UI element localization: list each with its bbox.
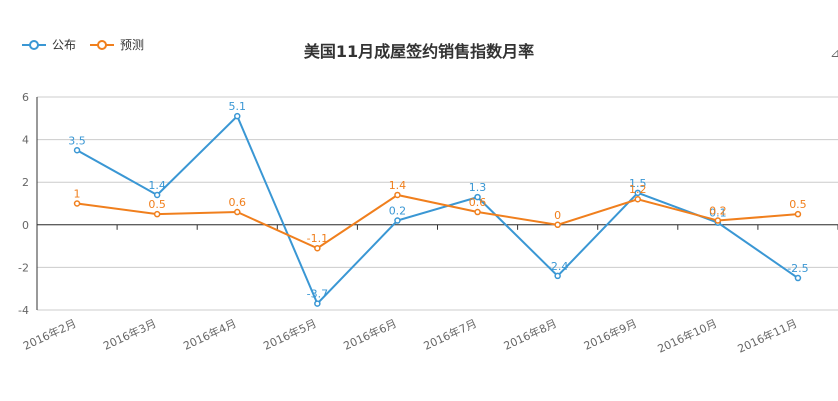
data-label-1: -1.1 xyxy=(307,232,328,245)
data-point-1 xyxy=(554,221,561,229)
data-point-1 xyxy=(394,191,401,199)
x-tick-label: 2016年8月 xyxy=(501,316,559,353)
legend-label-forecast: 预测 xyxy=(120,38,145,52)
series-line-1 xyxy=(76,193,799,250)
data-label-0: 3.5 xyxy=(68,134,86,147)
x-tick-label: 2016年5月 xyxy=(261,316,319,353)
data-label-0: -2.5 xyxy=(787,262,808,275)
y-tick-label: -2 xyxy=(18,261,29,274)
data-label-0: 1.4 xyxy=(148,179,166,192)
data-point-1 xyxy=(153,210,161,218)
data-label-1: 0.2 xyxy=(709,205,727,218)
legend-item-forecast[interactable]: 预测 xyxy=(90,36,144,53)
data-label-0: 0.1 xyxy=(709,207,727,220)
toolbox-icon[interactable]: ⊿ xyxy=(830,46,838,60)
data-point-0 xyxy=(314,300,321,307)
data-label-0: 5.1 xyxy=(229,100,247,113)
y-tick-label: 2 xyxy=(22,176,29,189)
legend-item-published[interactable]: 公布 xyxy=(22,36,76,53)
x-tick-label: 2016年11月 xyxy=(735,316,799,356)
x-tick-label: 2016年9月 xyxy=(581,316,639,353)
data-point-1 xyxy=(73,200,81,207)
x-tick-label: 2016年4月 xyxy=(181,316,239,353)
y-tick-label: 6 xyxy=(22,91,29,104)
legend-line-icon-forecast xyxy=(90,39,115,50)
data-label-0: -2.4 xyxy=(547,260,568,273)
data-point-1 xyxy=(794,210,802,218)
x-tick-label: 2016年10月 xyxy=(655,316,719,356)
legend-line-icon-published xyxy=(22,39,46,50)
data-label-0: 0.2 xyxy=(389,205,407,218)
legend-label-published: 公布 xyxy=(52,38,77,52)
x-tick-label: 2016年7月 xyxy=(421,316,479,353)
data-point-1 xyxy=(474,208,481,216)
data-point-0 xyxy=(474,193,481,201)
y-tick-label: 0 xyxy=(22,219,29,232)
chart-title: 美国11月成屋签约销售指数月率 xyxy=(303,42,535,61)
x-tick-label: 2016年3月 xyxy=(101,316,159,353)
data-point-0 xyxy=(634,189,641,197)
data-point-1 xyxy=(714,217,722,224)
data-point-0 xyxy=(794,274,802,282)
y-tick-label: 4 xyxy=(22,134,29,147)
data-point-0 xyxy=(554,272,561,280)
data-point-0 xyxy=(394,217,401,224)
data-label-0: 1.5 xyxy=(629,177,647,190)
data-point-1 xyxy=(634,195,641,203)
data-label-1: 1 xyxy=(74,188,81,201)
data-point-1 xyxy=(234,208,241,216)
x-tick-label: 2016年6月 xyxy=(341,316,399,353)
data-label-1: 1.4 xyxy=(389,179,407,192)
data-point-0 xyxy=(153,191,161,199)
data-point-0 xyxy=(234,112,241,120)
series-line-0 xyxy=(76,114,799,306)
data-label-1: 0.5 xyxy=(789,198,807,211)
data-label-1: 0 xyxy=(554,209,561,222)
data-label-0: -3.7 xyxy=(307,288,328,301)
legend[interactable]: 公布 预测 xyxy=(22,36,144,53)
y-tick-label: -4 xyxy=(18,304,29,317)
data-label-0: 1.3 xyxy=(469,181,487,194)
data-label-1: 1.2 xyxy=(629,183,647,196)
x-tick-label: 2016年2月 xyxy=(21,316,79,353)
data-label-1: 0.5 xyxy=(148,198,166,211)
data-label-1: 0.6 xyxy=(469,196,487,209)
data-point-0 xyxy=(73,147,81,154)
data-point-1 xyxy=(314,244,321,252)
data-label-1: 0.6 xyxy=(229,196,247,209)
